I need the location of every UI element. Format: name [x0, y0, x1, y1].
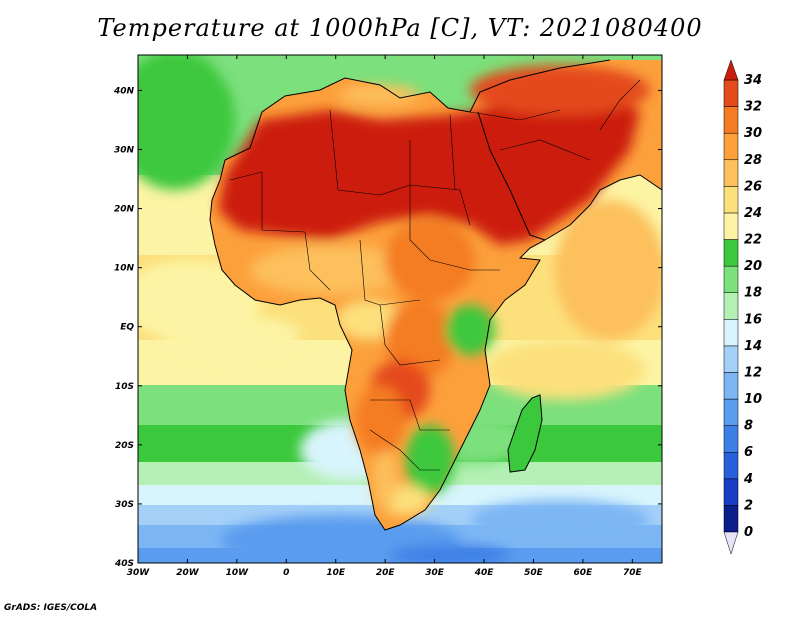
colorbar-segment [723, 265, 739, 293]
colorbar-under-triangle [723, 531, 739, 555]
temperature-field [138, 55, 662, 563]
colorbar-label: 22 [744, 233, 762, 248]
credit-text: GrADS: IGES/COLA [4, 603, 98, 613]
lon-tick-label: 30E [425, 568, 445, 578]
lon-tick-label: 30W [127, 568, 151, 578]
map-title: Temperature at 1000hPa [C], VT: 20210804… [97, 14, 703, 42]
colorbar-segment [723, 159, 739, 187]
lon-tick-label: 0 [283, 568, 289, 578]
lat-tick-label: 10S [115, 382, 134, 392]
colorbar-segment [723, 505, 739, 533]
colorbar-label: 0 [744, 525, 753, 540]
lon-tick-label: 10W [226, 568, 250, 578]
colorbar-label: 8 [744, 419, 753, 434]
colorbar-segment [723, 319, 739, 347]
lon-tick-label: 70E [623, 568, 643, 578]
lat-tick-label: 30N [114, 146, 135, 156]
colorbar-segment [723, 186, 739, 214]
colorbar-label: 24 [744, 206, 762, 221]
colorbar-segment [723, 239, 739, 267]
colorbar-segment [723, 79, 739, 107]
lat-tick-label: 20S [115, 441, 134, 451]
colorbar-label: 32 [744, 100, 762, 115]
colorbar-label: 20 [744, 259, 762, 274]
colorbar-segment [723, 212, 739, 240]
lon-tick-label: 10E [326, 568, 346, 578]
temperature-map: 30W 20W 10W 0 10E 20E 30E 40E 50E 60E 70E 40N30N20… [113, 54, 762, 578]
colorbar-label: 34 [744, 73, 762, 88]
colorbar-segment [723, 292, 739, 320]
lon-tick-label: 50E [524, 568, 544, 578]
colorbar-label: 28 [744, 153, 762, 168]
colorbar-label: 16 [744, 312, 762, 327]
lon-tick-label: 60E [574, 568, 594, 578]
lon-tick-label: 20W [176, 568, 200, 578]
colorbar-label: 30 [744, 126, 762, 141]
colorbar-label: 18 [744, 286, 762, 301]
colorbar-segment [723, 425, 739, 453]
colorbar-segment [723, 106, 739, 134]
colorbar-over-triangle [723, 59, 739, 81]
colorbar-label: 26 [744, 179, 762, 194]
colorbar-segment [723, 372, 739, 400]
colorbar-segment [723, 132, 739, 161]
colorbar-segment [723, 478, 739, 506]
colorbar-label: 14 [744, 339, 762, 354]
lat-tick-label: 40N [113, 86, 135, 96]
longitude-axis: 30W 20W 10W 0 10E 20E 30E 40E 50E 60E 70E [127, 55, 643, 578]
colorbar-label: 6 [744, 445, 753, 460]
lat-tick-label: 40S [114, 559, 134, 569]
lat-tick-label: 30S [115, 500, 134, 510]
colorbar-label: 10 [744, 392, 762, 407]
colorbar-segment [723, 451, 739, 480]
map-frame [137, 54, 663, 564]
colorbar-label: 4 [743, 472, 753, 487]
lat-tick-label: EQ [120, 323, 134, 333]
colorbar-segment [723, 345, 739, 373]
latitude-axis: 40N 30N 20N 10N EQ 10S 20S 30S 40S [113, 86, 662, 569]
lon-tick-label: 20E [376, 568, 396, 578]
lat-tick-label: 10N [114, 264, 135, 274]
colorbar-segment [723, 398, 739, 426]
lon-tick-label: 40E [474, 568, 495, 578]
colorbar-label: 12 [744, 365, 762, 380]
lat-tick-label: 20N [114, 205, 135, 215]
colorbar-label: 2 [744, 498, 753, 513]
